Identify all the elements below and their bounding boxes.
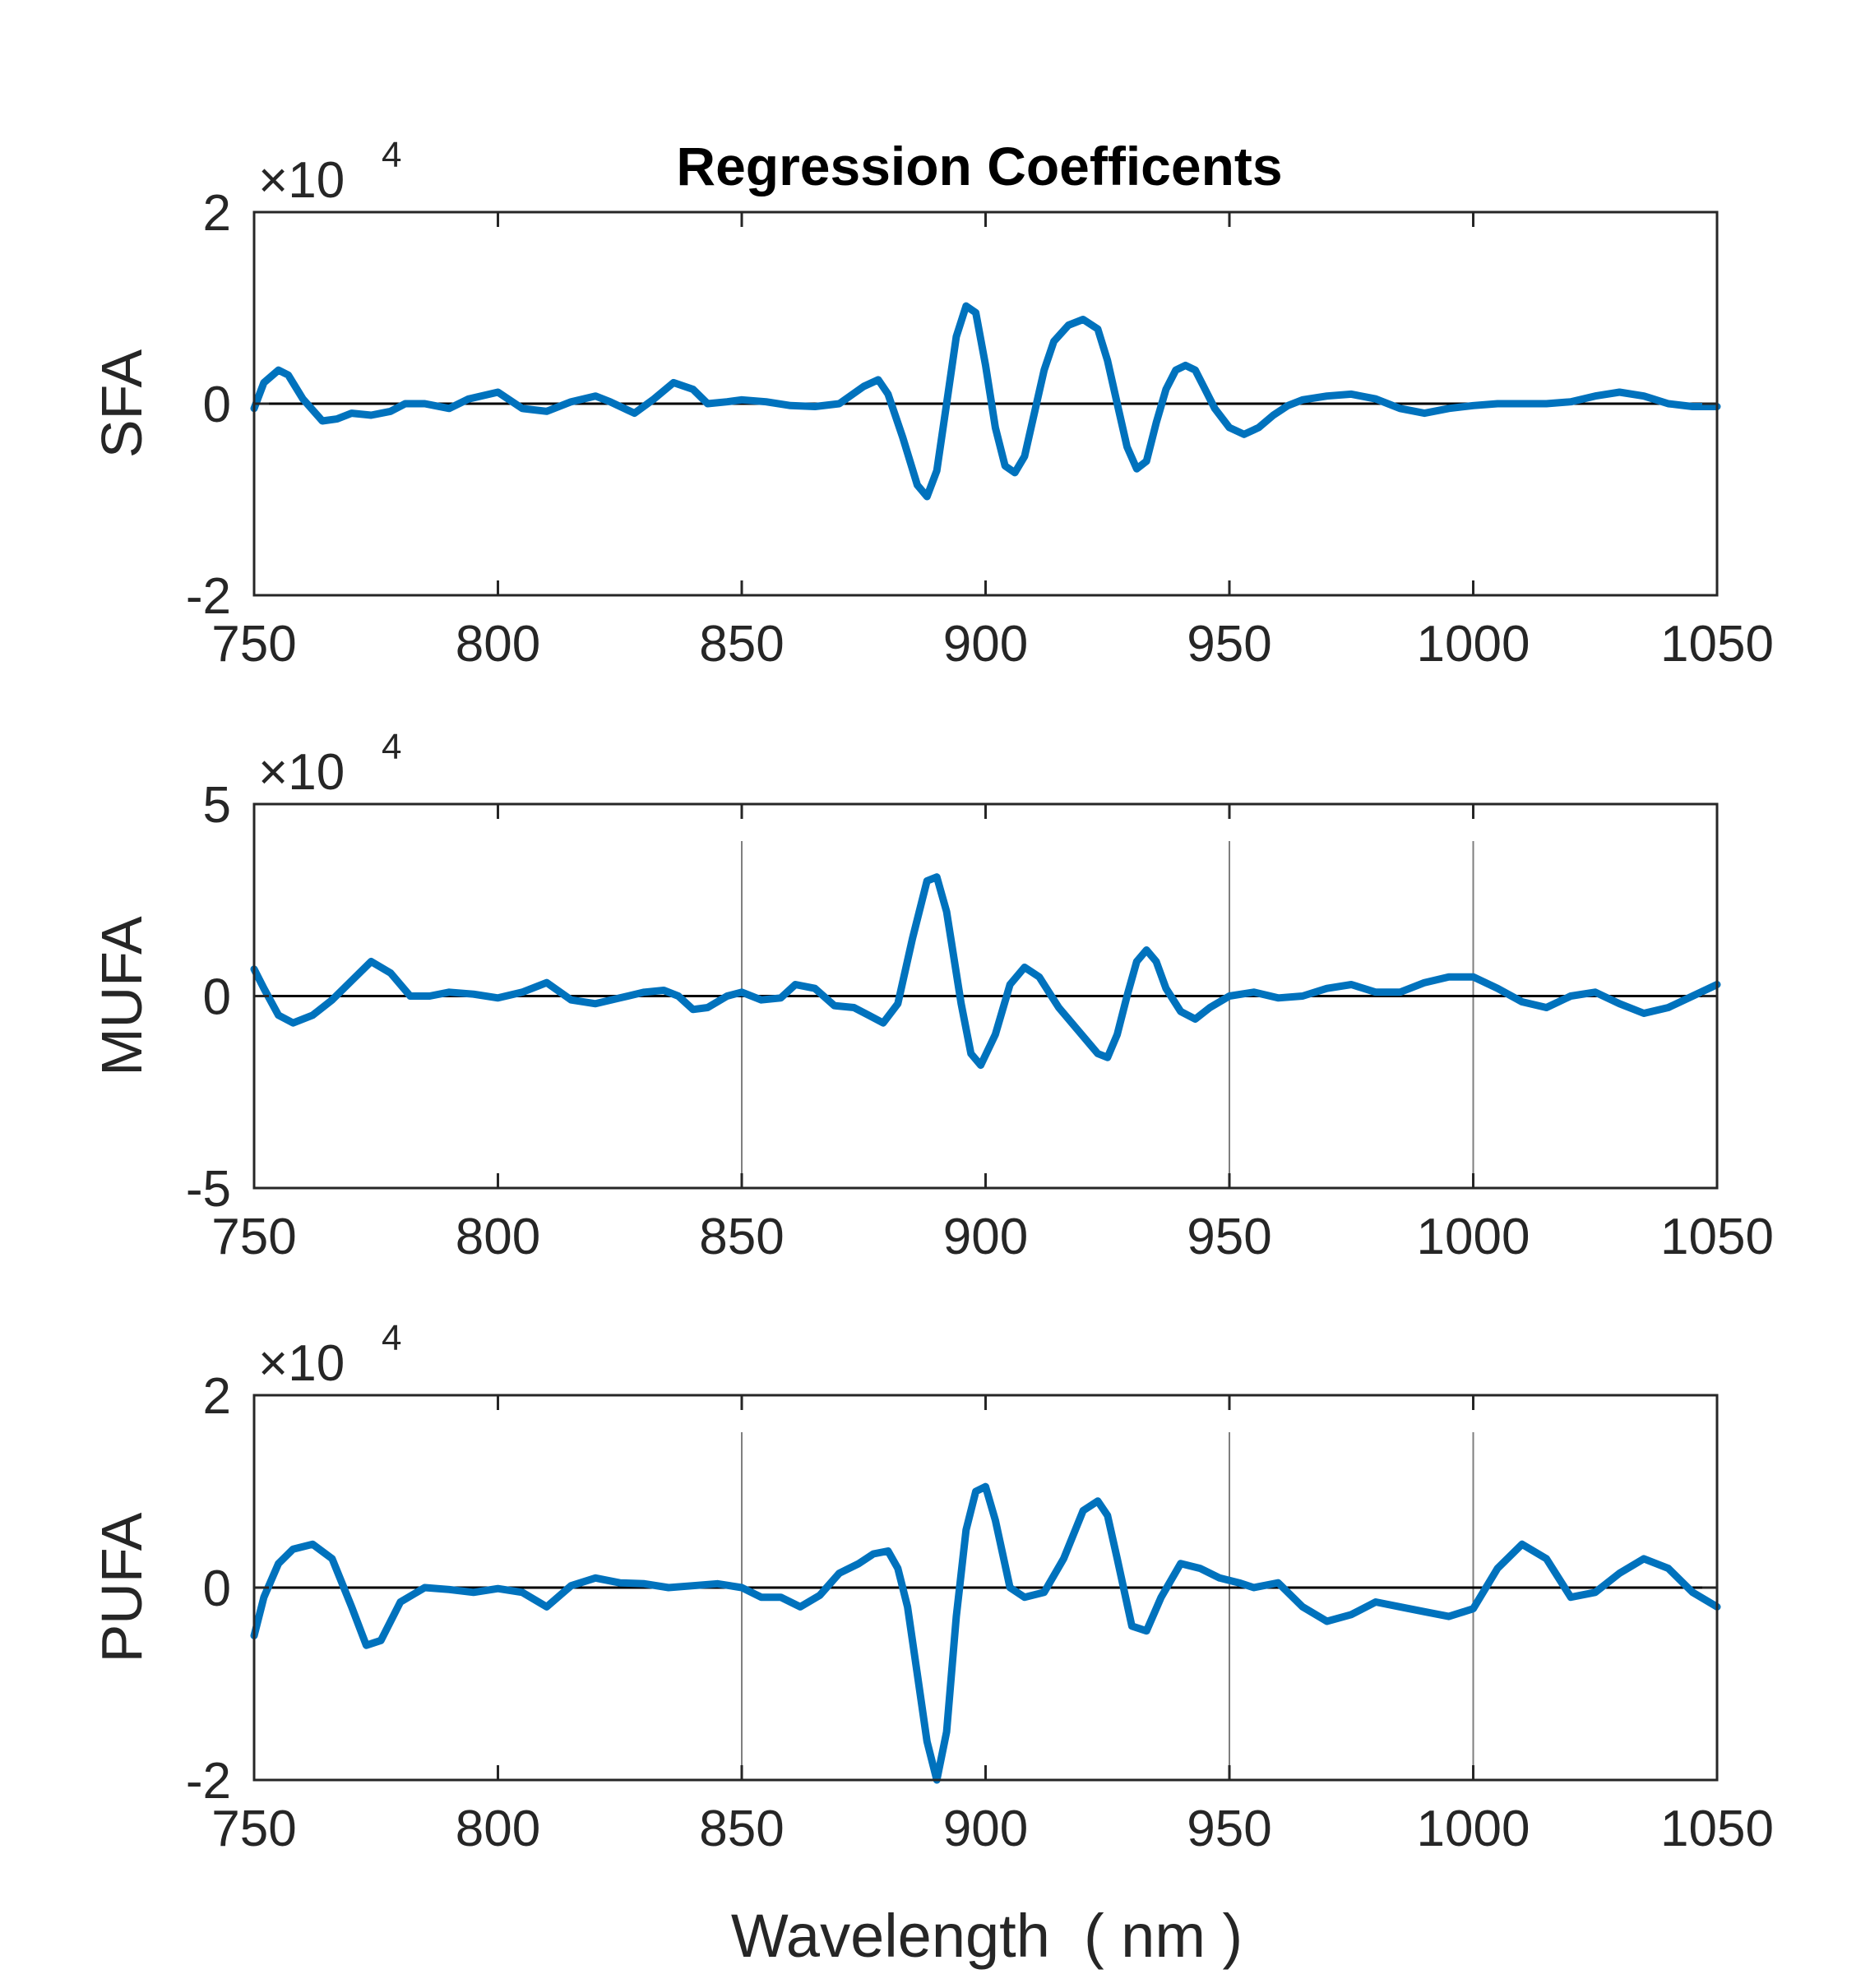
- x-tick-label: 1050: [1660, 1209, 1774, 1265]
- x-tick-label: 750: [211, 1209, 296, 1265]
- x-tick-label: 800: [456, 1801, 540, 1857]
- x-tick-label: 800: [456, 1209, 540, 1265]
- x-tick-label: 800: [456, 616, 540, 673]
- y-exponent-power: 4: [382, 727, 401, 767]
- panels-layer: 750 800 850 900 950 1000 1050 -2 0 2 ×10 4 SFA 750 800…: [90, 135, 1774, 1857]
- chart-title: Regression Coefficents: [676, 136, 1282, 196]
- y-tick-label: 2: [203, 185, 231, 242]
- panel-mufa: 750 800 850 900 950 1000 1050 -5 0 5 ×10 4 MUFA: [90, 727, 1774, 1265]
- y-tick-label: 0: [203, 969, 231, 1026]
- x-tick-label: 900: [943, 1801, 1028, 1857]
- y-tick-label: 0: [203, 1560, 231, 1617]
- x-tick-label: 850: [699, 1209, 784, 1265]
- x-tick-label: 950: [1187, 1801, 1271, 1857]
- x-tick-label: 900: [943, 1209, 1028, 1265]
- x-axis-label: Wavelength ( nm ): [731, 1902, 1243, 1970]
- series-line-mufa: [250, 873, 1721, 1070]
- y-exponent-label: ×10: [258, 744, 345, 801]
- x-tick-label: 1000: [1417, 1801, 1530, 1857]
- x-tick-label: 850: [699, 1801, 784, 1857]
- y-tick-label: 2: [203, 1368, 231, 1425]
- y-exponent-power: 4: [382, 135, 401, 175]
- y-tick-label: -5: [186, 1161, 231, 1218]
- y-axis-label-pufa: PUFA: [90, 1512, 154, 1662]
- y-tick-label: -2: [186, 1753, 231, 1810]
- panel-pufa: 750 800 850 900 950 1000 1050 -2 0 2 ×10 4 PUFA: [90, 1318, 1774, 1857]
- y-exponent-power: 4: [382, 1318, 401, 1358]
- x-tick-label: 1050: [1660, 1801, 1774, 1857]
- y-axis-label-mufa: MUFA: [90, 916, 154, 1076]
- y-exponent-label: ×10: [258, 1335, 345, 1392]
- x-tick-label: 850: [699, 616, 784, 673]
- series-line-sfa: [250, 302, 1721, 501]
- x-tick-label: 1000: [1417, 1209, 1530, 1265]
- x-tick-label: 1000: [1417, 616, 1530, 673]
- y-tick-label: 5: [203, 777, 231, 834]
- x-tick-label: 900: [943, 616, 1028, 673]
- x-tick-label: 950: [1187, 616, 1271, 673]
- x-tick-label: 950: [1187, 1209, 1271, 1265]
- y-axis-label-sfa: SFA: [90, 349, 154, 459]
- x-tick-label: 1050: [1660, 616, 1774, 673]
- x-tick-label: 750: [211, 616, 296, 673]
- y-exponent-label: ×10: [258, 152, 345, 209]
- y-tick-label: 0: [203, 377, 231, 433]
- x-tick-label: 750: [211, 1801, 296, 1857]
- y-tick-label: -2: [186, 568, 231, 625]
- series-line-pufa: [250, 1482, 1721, 1784]
- panel-sfa: 750 800 850 900 950 1000 1050 -2 0 2 ×10 4 SFA: [90, 135, 1774, 673]
